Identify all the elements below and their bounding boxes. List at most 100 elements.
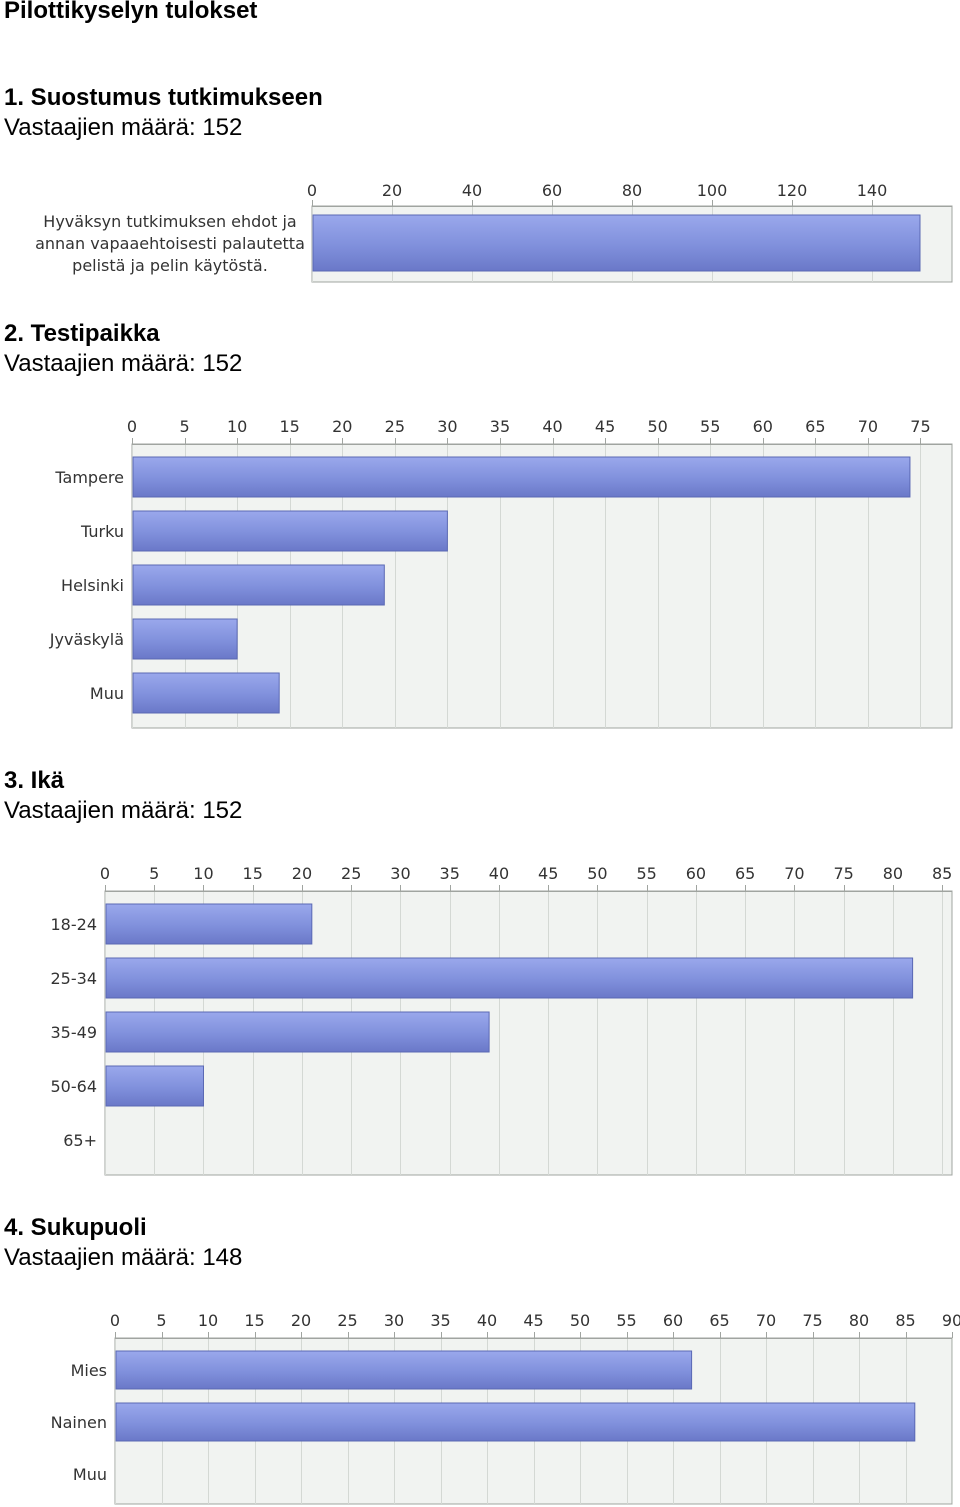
x-tick-label: 50	[647, 417, 667, 436]
x-tick-label: 40	[477, 1311, 497, 1330]
x-tick-label: 100	[697, 181, 728, 200]
x-tick-label: 40	[542, 417, 562, 436]
x-tick-label: 25	[337, 1311, 357, 1330]
question-2-chart: 0 5 10 15 20 25 30 35 40 45 50 55 60 65 70 75 Tampere Tur…	[49, 417, 953, 729]
bar	[105, 903, 313, 945]
question-4-respondent-count: Vastaajien määrä: 148	[4, 1244, 243, 1271]
x-tick-label: 60	[542, 181, 562, 200]
x-tick-label: 80	[622, 181, 642, 200]
x-tick-label: 30	[384, 1311, 404, 1330]
x-tick-label: 80	[849, 1311, 869, 1330]
x-tick-label: 10	[198, 1311, 218, 1330]
question-1-chart: 0 20 40 60 80 100 120 140 Hyväksyn tutkimuksen e…	[35, 181, 953, 283]
bar	[105, 1065, 204, 1107]
x-tick-label: 40	[462, 181, 482, 200]
category-label: Jyväskylä	[49, 630, 124, 649]
x-tick-label: 65	[805, 417, 825, 436]
x-tick-label: 90	[942, 1311, 960, 1330]
x-tick-label: 10	[193, 864, 213, 883]
bar	[115, 1350, 693, 1390]
x-tick-label: 35	[430, 1311, 450, 1330]
x-tick-label: 85	[932, 864, 952, 883]
x-tick-label: 25	[341, 864, 361, 883]
x-tick-label: 5	[156, 1311, 166, 1330]
x-tick-label: 15	[280, 417, 300, 436]
x-tick-label: 40	[489, 864, 509, 883]
category-label: 25-34	[51, 969, 98, 988]
x-tick-label: 15	[243, 864, 263, 883]
category-label: 18-24	[51, 915, 98, 934]
bar	[132, 564, 385, 606]
x-tick-label: 45	[538, 864, 558, 883]
question-4-title: 4. Sukupuoli	[4, 1214, 147, 1241]
category-label: Tampere	[54, 468, 124, 487]
x-tick-label: 20	[332, 417, 352, 436]
bar	[132, 672, 280, 714]
x-tick-label: 15	[244, 1311, 264, 1330]
category-label: pelistä ja pelin käytöstä.	[72, 256, 268, 275]
category-label: 65+	[63, 1131, 97, 1150]
x-tick-label: 70	[858, 417, 878, 436]
question-3-respondent-count: Vastaajien määrä: 152	[4, 797, 243, 824]
question-2-title: 2. Testipaikka	[4, 320, 160, 347]
x-tick-label: 55	[616, 1311, 636, 1330]
question-3-chart: 0 5 10 15 20 25 30 35 40 45 50 55 60 65 70 75 80 85 18-24 2…	[51, 864, 953, 1176]
bar	[312, 214, 921, 272]
x-tick-label: 65	[735, 864, 755, 883]
x-tick-label: 20	[292, 864, 312, 883]
page-title: Pilottikyselyn tulokset	[4, 0, 258, 24]
x-tick-label: 60	[686, 864, 706, 883]
x-tick-label: 45	[523, 1311, 543, 1330]
x-tick-label: 25	[385, 417, 405, 436]
x-tick-label: 85	[895, 1311, 915, 1330]
category-label: Hyväksyn tutkimuksen ehdot ja	[43, 212, 296, 231]
question-2-respondent-count: Vastaajien määrä: 152	[4, 350, 243, 377]
bar	[115, 1402, 916, 1442]
question-4-chart: 0 5 10 15 20 25 30 35 40 45 50 55 60 65 70 75 80 85 90 Mies…	[51, 1311, 960, 1505]
x-tick-label: 50	[570, 1311, 590, 1330]
x-tick-label: 50	[587, 864, 607, 883]
x-tick-label: 35	[440, 864, 460, 883]
x-tick-label: 0	[307, 181, 317, 200]
x-tick-label: 65	[709, 1311, 729, 1330]
bar	[132, 456, 911, 498]
x-tick-label: 80	[883, 864, 903, 883]
x-tick-label: 75	[802, 1311, 822, 1330]
x-tick-label: 75	[910, 417, 930, 436]
category-label: Turku	[80, 522, 124, 541]
x-tick-label: 10	[227, 417, 247, 436]
question-1-respondent-count: Vastaajien määrä: 152	[4, 114, 243, 141]
x-tick-label: 30	[390, 864, 410, 883]
x-tick-label: 55	[637, 864, 657, 883]
x-tick-label: 70	[756, 1311, 776, 1330]
x-tick-label: 60	[753, 417, 773, 436]
x-tick-label: 20	[382, 181, 402, 200]
x-tick-label: 140	[857, 181, 888, 200]
x-tick-label: 35	[490, 417, 510, 436]
x-tick-label: 70	[784, 864, 804, 883]
x-tick-label: 0	[127, 417, 137, 436]
category-label: Helsinki	[61, 576, 124, 595]
bar	[132, 618, 238, 660]
category-label: Muu	[90, 684, 124, 703]
category-label: 35-49	[51, 1023, 98, 1042]
x-tick-label: 45	[595, 417, 615, 436]
category-label: Muu	[73, 1465, 107, 1484]
x-tick-label: 0	[100, 864, 110, 883]
x-tick-label: 20	[291, 1311, 311, 1330]
x-tick-label: 120	[777, 181, 808, 200]
x-tick-label: 30	[437, 417, 457, 436]
bar	[132, 510, 448, 552]
category-label: annan vapaaehtoisesti palautetta	[35, 234, 305, 253]
x-tick-label: 5	[149, 864, 159, 883]
x-tick-label: 55	[700, 417, 720, 436]
question-3-title: 3. Ikä	[4, 767, 65, 794]
category-label: Nainen	[51, 1413, 107, 1432]
x-tick-label: 0	[110, 1311, 120, 1330]
category-label: 50-64	[51, 1077, 98, 1096]
x-tick-label: 75	[833, 864, 853, 883]
bar	[105, 957, 914, 999]
x-tick-label: 5	[179, 417, 189, 436]
question-1-title: 1. Suostumus tutkimukseen	[4, 84, 323, 111]
category-label: Mies	[71, 1361, 107, 1380]
